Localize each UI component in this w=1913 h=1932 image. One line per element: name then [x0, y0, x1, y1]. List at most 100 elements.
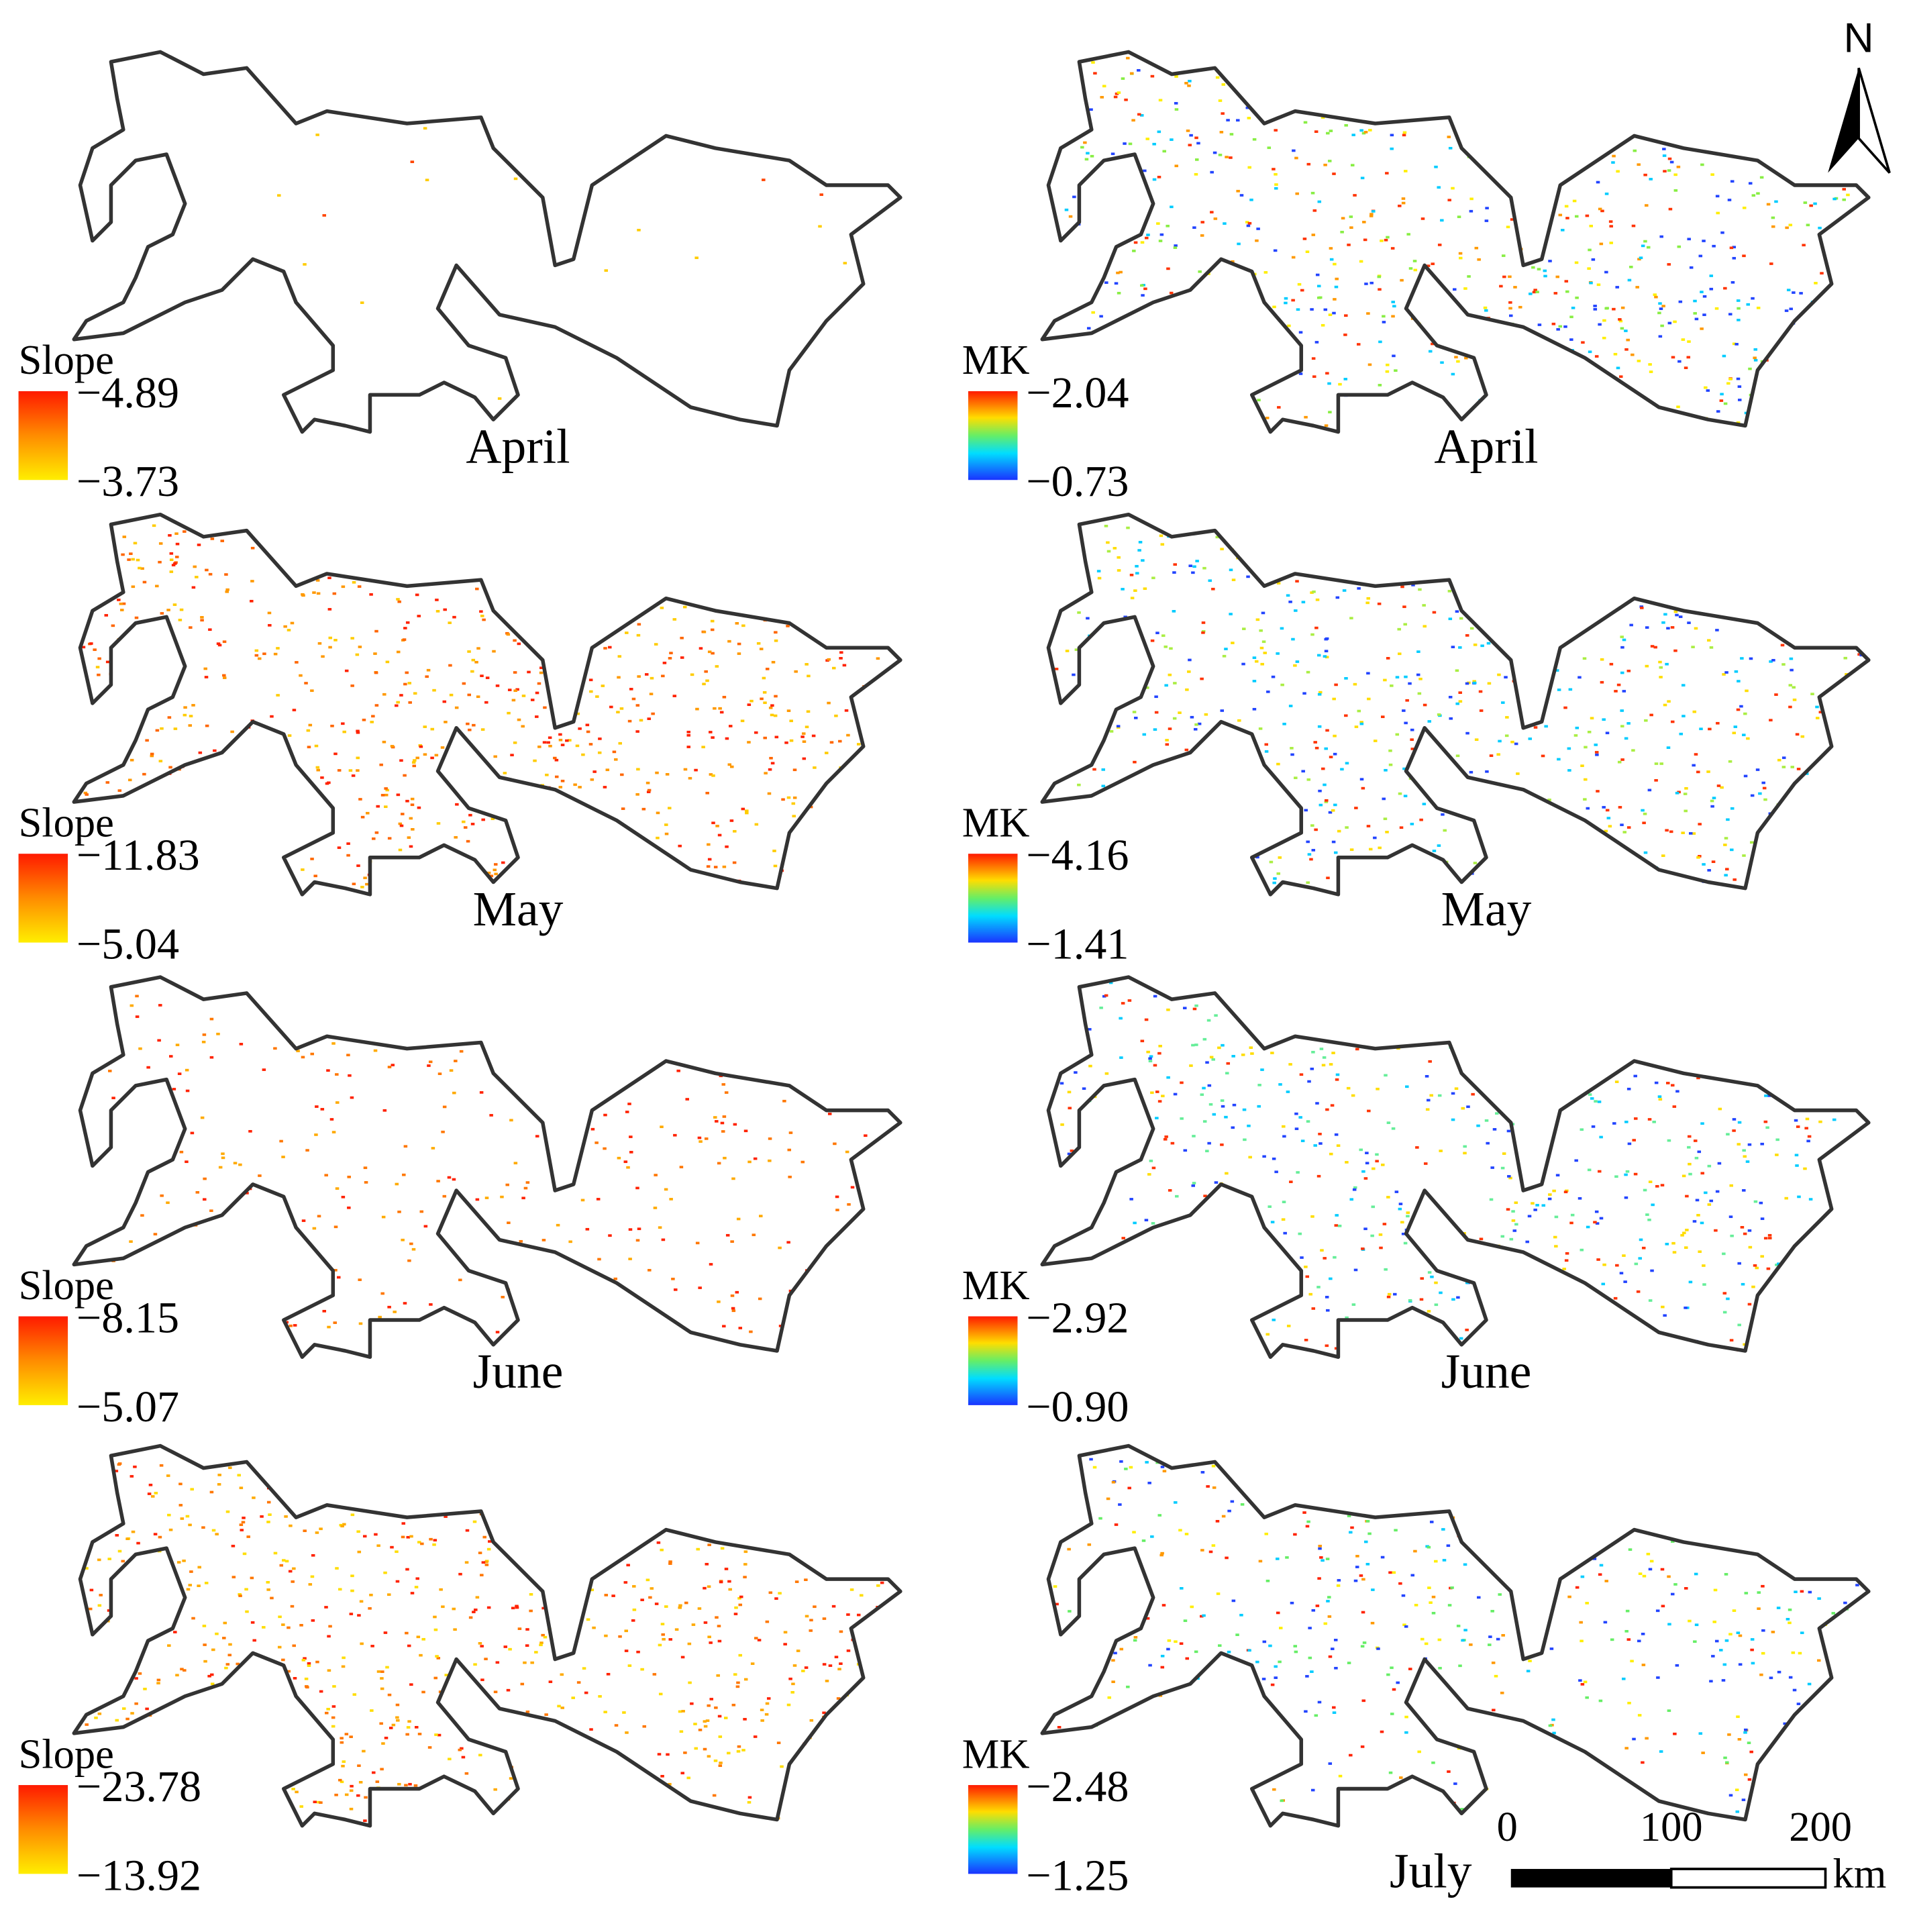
raster-pixel — [485, 676, 490, 679]
raster-pixel — [608, 646, 612, 649]
raster-pixel — [1363, 1177, 1368, 1180]
raster-pixel — [409, 1242, 413, 1245]
raster-pixel — [763, 701, 767, 705]
raster-pixel — [1730, 807, 1735, 810]
raster-pixel — [1547, 799, 1551, 801]
raster-pixel — [642, 1725, 647, 1728]
raster-pixel — [1730, 180, 1735, 183]
raster-pixel — [813, 766, 817, 769]
raster-pixel — [1640, 607, 1644, 609]
raster-pixel — [1596, 283, 1601, 287]
raster-pixel — [279, 1564, 284, 1567]
raster-pixel — [1602, 336, 1606, 340]
raster-pixel — [704, 1137, 709, 1140]
raster-pixel — [720, 1121, 725, 1125]
raster-pixel — [731, 1703, 736, 1707]
raster-pixel — [1790, 766, 1794, 768]
raster-pixel — [1378, 846, 1382, 850]
raster-pixel — [1600, 680, 1604, 684]
raster-pixel — [1325, 1296, 1329, 1299]
raster-pixel — [1624, 737, 1628, 740]
raster-pixel — [178, 1482, 183, 1486]
raster-pixel — [1774, 693, 1778, 696]
raster-pixel — [1626, 669, 1631, 672]
raster-pixel — [1765, 1126, 1769, 1129]
raster-pixel — [1769, 262, 1773, 265]
raster-pixel — [1174, 108, 1179, 111]
legend-min: −5.07 — [76, 1382, 179, 1431]
raster-pixel — [333, 639, 338, 642]
raster-pixel — [1473, 644, 1478, 646]
raster-pixel — [409, 817, 413, 820]
raster-pixel — [281, 1156, 285, 1158]
raster-pixel — [1552, 1731, 1556, 1735]
raster-pixel — [1427, 1271, 1432, 1274]
raster-pixel — [221, 1156, 225, 1160]
raster-pixel — [535, 715, 539, 718]
raster-pixel — [1431, 342, 1435, 346]
raster-pixel — [1170, 1141, 1175, 1145]
raster-pixel — [374, 671, 378, 674]
raster-pixel — [1720, 393, 1724, 396]
raster-pixel — [169, 1055, 173, 1058]
month-label: June — [1441, 1343, 1532, 1399]
raster-pixel — [1270, 1052, 1274, 1054]
raster-pixel — [117, 1549, 122, 1553]
raster-pixel — [1408, 267, 1413, 270]
raster-pixel — [1310, 633, 1314, 636]
raster-pixel — [1215, 1520, 1220, 1523]
raster-pixel — [608, 1234, 612, 1237]
raster-pixel — [1391, 315, 1395, 318]
raster-pixel — [1140, 114, 1144, 117]
raster-pixel — [1414, 1604, 1418, 1607]
raster-pixel — [310, 1575, 315, 1578]
raster-pixel — [774, 639, 778, 642]
raster-pixel — [1588, 350, 1592, 354]
raster-pixel — [1150, 639, 1155, 642]
raster-pixel — [1658, 660, 1662, 664]
raster-pixel — [429, 1537, 433, 1541]
raster-pixel — [150, 752, 154, 756]
raster-pixel — [702, 682, 706, 686]
raster-pixel — [185, 1515, 190, 1518]
raster-pixel — [1747, 1303, 1752, 1306]
raster-pixel — [1383, 817, 1388, 821]
raster-pixel — [307, 1662, 311, 1665]
raster-pixel — [598, 1695, 602, 1698]
raster-pixel — [669, 652, 673, 654]
raster-pixel — [1620, 758, 1624, 761]
raster-pixel — [1229, 613, 1233, 615]
raster-pixel — [287, 1626, 291, 1629]
raster-pixel — [1551, 1718, 1555, 1721]
raster-pixel — [427, 1746, 432, 1749]
raster-pixel — [278, 1615, 282, 1619]
raster-pixel — [1609, 662, 1614, 666]
raster-pixel — [203, 1198, 207, 1201]
raster-pixel — [1276, 872, 1281, 875]
raster-pixel — [1068, 215, 1073, 218]
raster-pixel — [680, 636, 684, 640]
raster-pixel — [1410, 748, 1415, 750]
raster-pixel — [717, 1625, 721, 1627]
raster-pixel — [1434, 1560, 1438, 1563]
raster-pixel — [1117, 556, 1121, 559]
raster-pixel — [362, 1749, 366, 1753]
raster-pixel — [1673, 320, 1677, 323]
raster-pixel — [204, 1582, 209, 1584]
raster-pixel — [1553, 292, 1558, 295]
raster-pixel — [1274, 187, 1278, 190]
raster-pixel — [1172, 717, 1177, 720]
raster-pixel — [131, 558, 135, 561]
raster-pixel — [406, 1726, 411, 1729]
raster-pixel — [842, 664, 847, 667]
raster-pixel — [844, 709, 849, 712]
raster-pixel — [1654, 295, 1658, 299]
raster-pixel — [281, 1658, 285, 1662]
raster-pixel — [390, 1545, 394, 1549]
raster-pixel — [1729, 1339, 1734, 1342]
raster-pixel — [419, 1210, 424, 1213]
month-label: May — [1441, 881, 1532, 936]
raster-pixel — [1351, 1094, 1355, 1097]
raster-pixel — [1855, 1584, 1859, 1586]
raster-pixel — [1736, 377, 1741, 380]
